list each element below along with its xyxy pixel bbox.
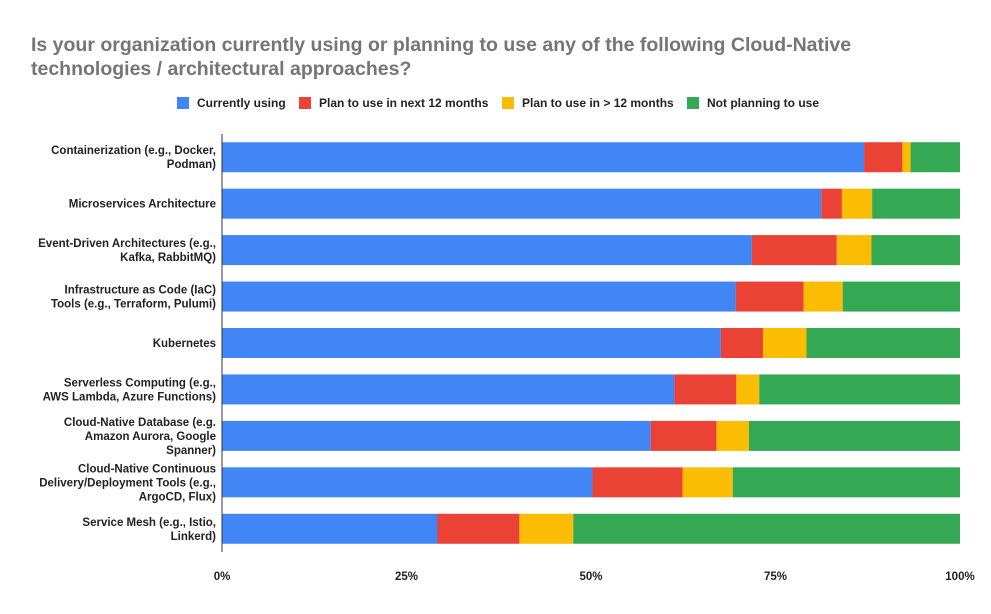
chart-title: Is your organization currently using or …	[31, 34, 852, 80]
bar-segment	[222, 281, 736, 312]
legend-label: Not planning to use	[707, 96, 819, 110]
bar-segment	[872, 188, 960, 219]
x-tick-label: 0%	[214, 571, 231, 583]
bar-segment	[650, 420, 717, 451]
category-label: Serverless Computing (e.g., AWS Lambda, A…	[43, 377, 217, 403]
bar-segment	[222, 513, 438, 544]
bar-segment	[864, 142, 903, 173]
bar-segment	[720, 328, 763, 358]
bar-segment	[592, 467, 683, 498]
category-label: Event-Driven Architectures (e.g., Kafka, …	[38, 238, 216, 264]
legend-item-not-planning: Not planning to use	[687, 96, 819, 110]
legend-swatch-plan-next-12-months	[299, 97, 311, 109]
legend-label: Currently using	[197, 96, 286, 110]
bar-segment	[519, 513, 574, 544]
bar-segment	[871, 235, 960, 266]
bar-segment	[573, 513, 960, 544]
bar-segment	[716, 420, 749, 451]
legend-item-plan-over-12-months: Plan to use in > 12 months	[502, 96, 674, 110]
x-tick-label: 50%	[579, 571, 602, 583]
bar-segment	[674, 374, 737, 405]
category-label: Microservices Architecture	[69, 199, 216, 211]
category-label: Service Mesh (e.g., Istio, Linkerd)	[82, 517, 216, 543]
bar-segment	[902, 142, 911, 173]
bar-segment	[806, 328, 960, 358]
bar-segment	[759, 374, 960, 405]
bar-segment	[821, 188, 842, 219]
bar-segment	[751, 235, 837, 266]
bar-segment	[732, 467, 960, 498]
bar-segment	[222, 188, 822, 219]
bar-segment	[222, 374, 675, 405]
x-tick-label: 25%	[395, 571, 418, 583]
legend-swatch-not-planning	[687, 97, 699, 109]
x-tick-label: 75%	[764, 571, 787, 583]
category-label: Infrastructure as Code (IaC) Tools (e.g.,…	[51, 285, 216, 311]
legend-swatch-plan-over-12-months	[502, 97, 514, 109]
legend-label: Plan to use in next 12 months	[319, 96, 489, 110]
bar-segment	[842, 281, 960, 312]
bar-segment	[748, 420, 960, 451]
bar-segment	[437, 513, 520, 544]
bar-segment	[682, 467, 733, 498]
bar-segment	[222, 328, 721, 358]
bar-segment	[222, 235, 752, 266]
bar-segment	[735, 281, 804, 312]
bar-segment	[803, 281, 843, 312]
legend-swatch-currently-using	[177, 97, 189, 109]
bar-segment	[910, 142, 960, 173]
bar-segment	[222, 467, 593, 498]
bar-segment	[762, 328, 807, 358]
category-label: Kubernetes	[153, 338, 216, 350]
bar-segment	[222, 142, 865, 173]
category-label: Containerization (e.g., Docker, Podman)	[51, 145, 216, 171]
bar-segment	[836, 235, 872, 266]
x-tick-label: 100%	[945, 571, 974, 583]
category-label: Cloud-Native Database (e.g. Amazon Aurora…	[64, 417, 216, 457]
category-label: Cloud-Native Continuous Delivery/Deployme…	[39, 463, 216, 503]
legend-label: Plan to use in > 12 months	[522, 96, 674, 110]
bar-segment	[736, 374, 760, 405]
chart-legend: Currently using Plan to use in next 12 m…	[0, 96, 991, 116]
legend-item-currently-using: Currently using	[177, 96, 286, 110]
bar-segment	[222, 420, 651, 451]
bar-segment	[841, 188, 873, 219]
legend-item-plan-next-12-months: Plan to use in next 12 months	[299, 96, 488, 110]
